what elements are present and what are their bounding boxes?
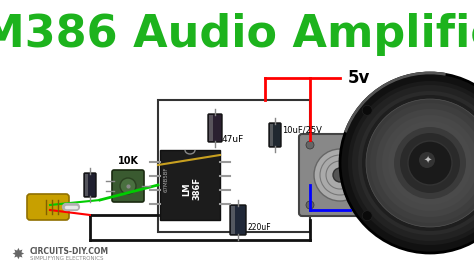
FancyBboxPatch shape [112, 170, 144, 202]
Circle shape [366, 99, 474, 227]
FancyBboxPatch shape [160, 150, 220, 220]
Text: 67MB5BF: 67MB5BF [164, 166, 168, 192]
Text: 220uF: 220uF [248, 223, 272, 232]
Circle shape [388, 121, 472, 205]
Text: ✸: ✸ [12, 247, 24, 261]
FancyBboxPatch shape [299, 134, 381, 216]
FancyBboxPatch shape [270, 124, 273, 146]
Circle shape [358, 91, 474, 235]
Text: 10K: 10K [118, 156, 138, 166]
Circle shape [366, 141, 374, 149]
Text: SIMPLIFYING ELECTRONICS: SIMPLIFYING ELECTRONICS [30, 256, 103, 261]
Text: LM386 Audio Amplifier: LM386 Audio Amplifier [0, 13, 474, 56]
FancyBboxPatch shape [209, 115, 213, 141]
Circle shape [408, 141, 452, 185]
Bar [158, 100, 310, 232]
Circle shape [376, 109, 474, 217]
FancyBboxPatch shape [230, 205, 246, 235]
Circle shape [362, 211, 372, 221]
FancyBboxPatch shape [85, 174, 88, 196]
Circle shape [348, 81, 474, 245]
Circle shape [306, 201, 314, 209]
Text: CIRCUITS-DIY.COM: CIRCUITS-DIY.COM [30, 247, 109, 256]
Text: 47uF: 47uF [222, 135, 244, 144]
Circle shape [306, 141, 314, 149]
FancyBboxPatch shape [27, 194, 69, 220]
Circle shape [362, 95, 474, 231]
FancyBboxPatch shape [231, 206, 235, 234]
Circle shape [366, 201, 374, 209]
Circle shape [340, 73, 474, 253]
Text: LM
386F: LM 386F [182, 177, 202, 201]
Circle shape [333, 168, 347, 182]
Text: 10uF/25V: 10uF/25V [282, 126, 322, 135]
Circle shape [120, 178, 136, 194]
Circle shape [394, 127, 466, 199]
FancyBboxPatch shape [269, 123, 281, 147]
Text: ✦: ✦ [424, 156, 432, 166]
Circle shape [400, 133, 460, 193]
Circle shape [352, 85, 474, 241]
Circle shape [314, 149, 366, 201]
Text: 5v: 5v [348, 69, 370, 87]
FancyBboxPatch shape [208, 114, 222, 142]
Circle shape [370, 103, 474, 223]
FancyBboxPatch shape [84, 173, 96, 197]
Circle shape [362, 105, 372, 115]
Circle shape [419, 152, 435, 168]
Circle shape [382, 115, 474, 211]
